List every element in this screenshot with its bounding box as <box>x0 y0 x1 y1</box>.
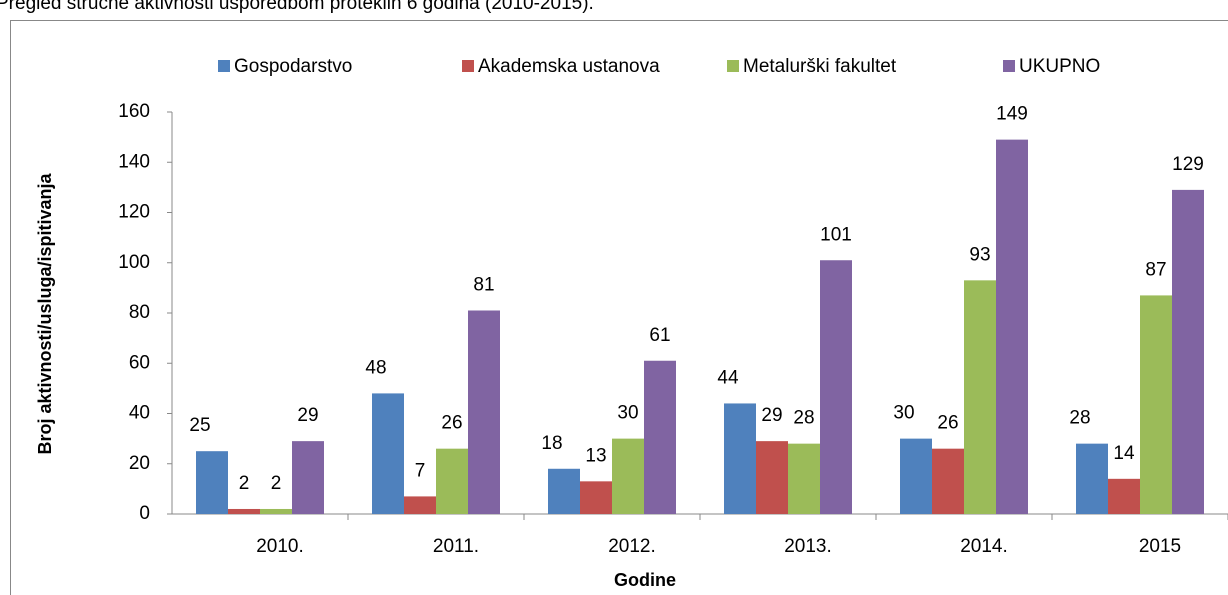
data-label: 29 <box>297 405 318 426</box>
bar <box>372 393 404 514</box>
data-label: 87 <box>1145 259 1166 280</box>
y-axis-title: Broj aktivnosti/usluga/ispitivanja <box>35 172 55 454</box>
x-tick-label: 2011. <box>433 536 479 557</box>
legend-label: Gospodarstvo <box>234 56 352 77</box>
caption: Pregled stručne aktivnosti usporedbom pr… <box>0 0 594 14</box>
bar <box>1076 443 1108 514</box>
legend-label: Akademska ustanova <box>478 56 660 77</box>
data-label: 48 <box>365 357 386 378</box>
bar <box>196 451 228 514</box>
data-label: 2 <box>239 473 250 494</box>
legend-swatch <box>1003 60 1015 72</box>
bar <box>1108 478 1140 514</box>
bar <box>820 260 852 514</box>
y-tick-label: 80 <box>129 302 150 323</box>
bar <box>228 508 260 514</box>
y-tick-label: 120 <box>118 202 150 223</box>
legend-swatch <box>218 60 230 72</box>
data-label: 26 <box>937 413 958 434</box>
x-tick-label: 2012. <box>608 536 656 557</box>
data-label: 26 <box>441 413 462 434</box>
y-tick-label: 40 <box>129 403 150 424</box>
bar <box>756 441 788 514</box>
bar <box>996 139 1028 514</box>
bar <box>580 481 612 514</box>
bar <box>260 508 292 514</box>
bar <box>932 448 964 514</box>
legend-swatch <box>727 60 739 72</box>
legend-label: Metalurški fakultet <box>743 56 897 77</box>
bar <box>292 441 324 514</box>
data-label: 28 <box>1069 408 1090 429</box>
bar <box>1172 189 1204 514</box>
data-label: 18 <box>541 433 562 454</box>
bar <box>724 403 756 514</box>
bar <box>788 443 820 514</box>
data-label: 30 <box>893 403 914 424</box>
y-tick-label: 60 <box>129 352 150 373</box>
data-label: 93 <box>969 244 990 265</box>
bar <box>612 438 644 514</box>
data-label: 2 <box>271 473 282 494</box>
bar <box>468 310 500 514</box>
bar <box>900 438 932 514</box>
data-label: 29 <box>761 405 782 426</box>
bar <box>548 468 580 514</box>
data-label: 101 <box>820 224 852 245</box>
y-tick-label: 20 <box>129 453 150 474</box>
data-label: 14 <box>1113 443 1135 464</box>
data-label: 61 <box>649 325 670 346</box>
x-tick-label: 2010. <box>256 536 304 557</box>
data-label: 28 <box>793 408 814 429</box>
legend-label: UKUPNO <box>1019 56 1100 77</box>
y-tick-label: 140 <box>118 151 150 172</box>
x-tick-label: 2014. <box>960 536 1008 557</box>
data-label: 7 <box>415 460 426 481</box>
y-tick-label: 0 <box>139 503 150 524</box>
bar <box>964 280 996 514</box>
y-tick-label: 100 <box>118 252 150 273</box>
data-label: 44 <box>717 367 739 388</box>
bar <box>644 360 676 514</box>
data-label: 129 <box>1172 154 1204 175</box>
bar <box>436 448 468 514</box>
x-tick-label: 2013. <box>784 536 832 557</box>
data-label: 149 <box>996 104 1028 125</box>
data-label: 13 <box>585 445 606 466</box>
bar <box>1140 295 1172 514</box>
legend-swatch <box>462 60 474 72</box>
data-label: 81 <box>473 275 494 296</box>
x-axis-title: Godine <box>614 570 676 590</box>
data-label: 25 <box>189 415 210 436</box>
y-tick-label: 160 <box>118 101 150 122</box>
bar <box>404 496 436 514</box>
x-tick-label: 2015 <box>1139 536 1181 557</box>
data-label: 30 <box>617 403 638 424</box>
